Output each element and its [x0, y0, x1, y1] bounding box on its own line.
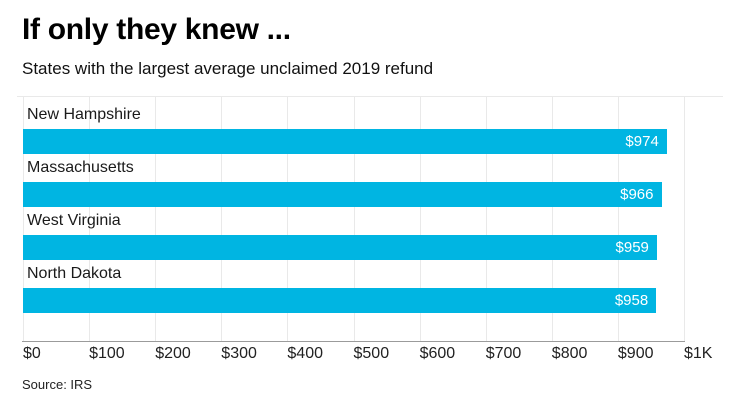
x-tick-label: $600	[419, 345, 456, 362]
x-tick-label: $500	[353, 345, 390, 362]
x-tick-label: $800	[551, 345, 588, 362]
x-tick-label: $200	[155, 345, 191, 362]
bar-value-label: $958	[614, 292, 649, 309]
gridline	[353, 97, 355, 341]
gridline	[89, 97, 91, 341]
chart-subtitle: States with the largest average unclaime…	[22, 59, 434, 78]
bar-chart-plot-area: New Hampshire $974 Massachusetts $966 West V…	[17, 96, 723, 342]
source-note: Source: IRS	[22, 377, 93, 392]
x-tick-label: $100	[89, 345, 125, 362]
category-label: West Virginia	[27, 212, 121, 229]
x-tick-label: $300	[221, 345, 257, 362]
gridline	[23, 97, 24, 341]
bar-value-label: $966	[620, 186, 654, 203]
gridline	[287, 97, 289, 341]
x-axis-line	[22, 341, 685, 342]
gridline	[617, 97, 619, 341]
bar-value-label: $974	[625, 133, 659, 150]
category-label: North Dakota	[27, 265, 122, 282]
x-tick-label: $700	[485, 345, 522, 362]
x-tick-label: $900	[617, 345, 654, 362]
gridline	[684, 97, 685, 341]
gridline	[221, 97, 223, 341]
x-axis-tick-labels: $0 $100 $200 $300 $400 $500 $600 $700 $800 $900 $1…	[17, 345, 723, 367]
gridline	[419, 97, 421, 341]
gridline	[485, 97, 487, 341]
bar-value-label: $959	[615, 239, 649, 256]
x-tick-label: $1K	[684, 345, 713, 362]
x-tick-label: $0	[23, 345, 41, 362]
gridline	[155, 97, 157, 341]
category-label: Massachusetts	[27, 159, 134, 176]
bar: $958	[23, 288, 657, 313]
chart-title: If only they knew ...	[22, 13, 291, 46]
bar: $959	[23, 235, 657, 260]
bar: $966	[23, 182, 662, 207]
x-tick-label: $400	[287, 345, 323, 362]
bar: $974	[23, 129, 667, 154]
category-label: New Hampshire	[27, 106, 141, 123]
gridline	[551, 97, 553, 341]
